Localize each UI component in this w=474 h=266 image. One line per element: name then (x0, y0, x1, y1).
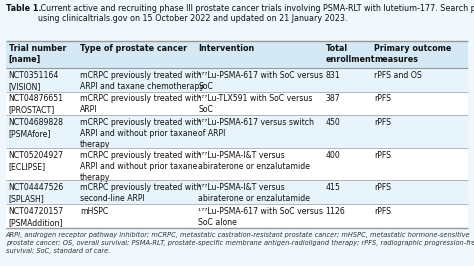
Text: NCT04876651
[PROSTACT]: NCT04876651 [PROSTACT] (9, 94, 64, 114)
Text: ¹⁷⁷Lu-TLX591 with SoC versus
SoC: ¹⁷⁷Lu-TLX591 with SoC versus SoC (198, 94, 313, 114)
Bar (6, 180, 468, 204)
Text: mHSPC: mHSPC (80, 207, 109, 216)
Text: rPFS: rPFS (374, 151, 391, 160)
Text: rPFS: rPFS (374, 207, 391, 216)
Text: mCRPC previously treated with
ARPI and without prior taxane
therapy: mCRPC previously treated with ARPI and w… (80, 118, 202, 149)
Text: rPFS: rPFS (374, 118, 391, 127)
Text: 400: 400 (326, 151, 340, 160)
Text: mCRPC previously treated with
ARPI and taxane chemotherapy: mCRPC previously treated with ARPI and t… (80, 70, 204, 91)
Text: NCT04689828
[PSMAfore]: NCT04689828 [PSMAfore] (9, 118, 64, 138)
Text: mCRPC previously treated with
second-line ARPI: mCRPC previously treated with second-lin… (80, 183, 202, 203)
Text: 831: 831 (326, 70, 340, 80)
Text: 415: 415 (326, 183, 340, 192)
Text: Table 1.: Table 1. (6, 4, 41, 13)
Text: ARPI, androgen receptor pathway inhibitor; mCRPC, metastatic castration-resistan: ARPI, androgen receptor pathway inhibito… (6, 232, 474, 254)
Text: Intervention: Intervention (198, 44, 255, 53)
Bar (6, 68, 468, 92)
Text: 450: 450 (326, 118, 340, 127)
Text: ¹⁷⁷Lu-PSMA-617 with SoC versus
SoC: ¹⁷⁷Lu-PSMA-617 with SoC versus SoC (198, 70, 323, 91)
Text: Current active and recruiting phase III prostate cancer trials involving PSMA-RL: Current active and recruiting phase III … (38, 4, 474, 23)
Text: 1126: 1126 (326, 207, 345, 216)
Text: mCRPC previously treated with
ARPI: mCRPC previously treated with ARPI (80, 94, 202, 114)
Text: ¹⁷⁷Lu-PSMA-I&T versus
abiraterone or enzalutamide: ¹⁷⁷Lu-PSMA-I&T versus abiraterone or enz… (198, 151, 310, 171)
Text: NCT05204927
[ECLIPSE]: NCT05204927 [ECLIPSE] (9, 151, 64, 171)
Text: rPFS and OS: rPFS and OS (374, 70, 422, 80)
Bar (6, 204, 468, 228)
Text: Type of prostate cancer: Type of prostate cancer (80, 44, 187, 53)
Text: NCT0351164
[VISION]: NCT0351164 [VISION] (9, 70, 59, 91)
Text: NCT04720157
[PSMAddition]: NCT04720157 [PSMAddition] (9, 207, 64, 227)
Text: rPFS: rPFS (374, 183, 391, 192)
Text: ¹⁷⁷Lu-PSMA-617 versus switch
of ARPI: ¹⁷⁷Lu-PSMA-617 versus switch of ARPI (198, 118, 314, 138)
Text: NCT04447526
[SPLASH]: NCT04447526 [SPLASH] (9, 183, 64, 203)
Text: Trial number
[name]: Trial number [name] (9, 44, 66, 64)
Text: Primary outcome
measures: Primary outcome measures (374, 44, 451, 64)
Text: Total
enrollment: Total enrollment (326, 44, 375, 64)
Text: ¹⁷⁷Lu-PSMA-I&T versus
abiraterone or enzalutamide: ¹⁷⁷Lu-PSMA-I&T versus abiraterone or enz… (198, 183, 310, 203)
Text: mCRPC previously treated with
ARPI and without prior taxane
therapy: mCRPC previously treated with ARPI and w… (80, 151, 202, 182)
Bar (6, 92, 468, 115)
Text: rPFS: rPFS (374, 94, 391, 103)
Text: ¹⁷⁷Lu-PSMA-617 with SoC versus
SoC alone: ¹⁷⁷Lu-PSMA-617 with SoC versus SoC alone (198, 207, 323, 227)
Text: 387: 387 (326, 94, 340, 103)
